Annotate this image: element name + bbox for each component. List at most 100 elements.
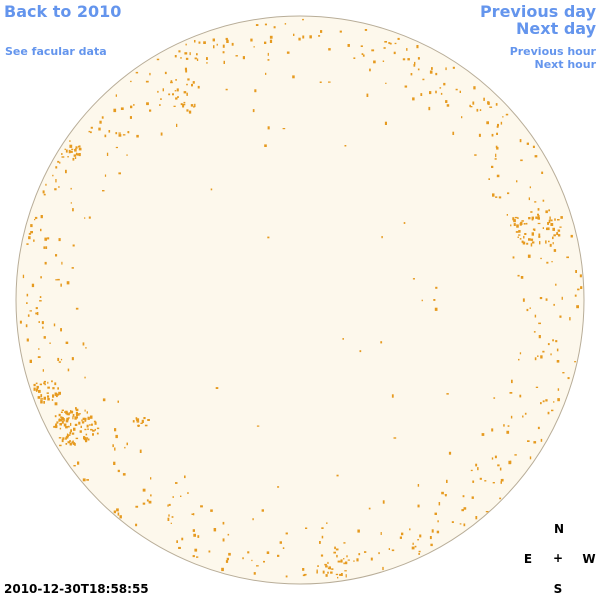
facula-mark — [539, 241, 541, 245]
compass-north: N — [553, 522, 565, 536]
facula-mark — [277, 486, 280, 488]
facula-mark — [66, 433, 69, 437]
facula-mark — [47, 237, 50, 240]
facula-mark — [180, 57, 182, 59]
facula-mark — [40, 276, 42, 279]
previous-hour-link[interactable]: Previous hour — [509, 45, 596, 58]
facula-mark — [452, 66, 455, 69]
facula-mark — [122, 473, 126, 476]
see-facular-data-link[interactable]: See facular data — [5, 45, 107, 58]
facula-mark — [339, 30, 342, 33]
facula-mark — [475, 516, 478, 520]
facula-mark — [545, 210, 548, 214]
facula-mark — [145, 80, 149, 83]
facula-mark — [538, 233, 541, 237]
facula-mark — [67, 441, 71, 444]
facula-mark — [184, 67, 187, 71]
facula-mark — [208, 550, 211, 553]
facula-mark — [526, 242, 529, 245]
facula-mark — [451, 521, 454, 523]
facula-mark — [417, 484, 420, 487]
next-day-link[interactable]: Next day — [516, 19, 596, 38]
facula-mark — [335, 548, 339, 551]
facula-mark — [512, 217, 515, 221]
facula-mark — [70, 150, 73, 153]
facula-mark — [520, 221, 523, 225]
previous-day-link[interactable]: Previous day — [479, 2, 596, 21]
facula-mark — [446, 393, 449, 395]
facula-mark — [378, 552, 380, 555]
facula-mark — [174, 90, 177, 92]
facula-mark — [253, 46, 255, 48]
facula-mark — [164, 71, 167, 75]
facula-mark — [470, 469, 473, 472]
facula-mark — [368, 507, 371, 510]
facula-mark — [265, 72, 267, 75]
facula-mark — [115, 132, 118, 135]
facula-mark — [532, 145, 535, 148]
facula-mark — [171, 516, 174, 518]
facula-mark — [486, 121, 489, 125]
facula-mark — [99, 120, 102, 124]
facula-mark — [66, 417, 69, 421]
facula-mark — [117, 512, 120, 516]
facula-mark — [186, 83, 188, 86]
facula-mark — [345, 561, 348, 565]
facula-mark — [533, 228, 536, 231]
facula-mark — [496, 174, 500, 178]
facula-mark — [545, 240, 547, 244]
facula-mark — [529, 186, 531, 189]
facula-mark — [496, 132, 498, 135]
facula-mark — [530, 211, 533, 213]
facula-mark — [495, 103, 498, 106]
facula-mark — [492, 193, 495, 197]
facula-mark — [69, 431, 72, 435]
facula-mark — [44, 237, 47, 241]
facula-mark — [184, 475, 186, 479]
facula-mark — [27, 314, 30, 317]
facula-mark — [506, 214, 508, 216]
facula-mark — [178, 546, 181, 549]
back-to-year-link[interactable]: Back to 2010 — [4, 2, 122, 21]
facula-mark — [61, 261, 63, 265]
facula-mark — [54, 392, 57, 396]
facula-mark — [101, 116, 104, 119]
facula-mark — [417, 68, 420, 71]
facula-mark — [81, 419, 83, 422]
facula-mark — [555, 340, 558, 343]
facula-mark — [142, 502, 146, 505]
facula-mark — [459, 90, 461, 93]
facula-mark — [530, 238, 534, 241]
facula-mark — [551, 261, 553, 263]
facula-mark — [382, 566, 384, 571]
facula-mark — [370, 557, 373, 561]
facula-mark — [186, 92, 188, 96]
facula-mark — [420, 93, 423, 96]
facula-mark — [150, 477, 152, 480]
facula-mark — [455, 88, 458, 91]
facula-mark — [88, 424, 91, 426]
next-hour-link[interactable]: Next hour — [534, 58, 597, 71]
facula-mark — [550, 223, 554, 226]
facula-mark — [399, 536, 402, 539]
facula-mark — [519, 238, 522, 240]
facula-mark — [41, 321, 44, 325]
facula-mark — [417, 539, 419, 541]
facula-mark — [222, 51, 225, 54]
facula-mark — [552, 227, 555, 231]
facula-mark — [91, 423, 93, 426]
facula-mark — [74, 157, 77, 159]
facula-mark — [194, 548, 198, 552]
facula-mark — [522, 241, 526, 245]
facula-mark — [124, 446, 126, 449]
facula-mark — [45, 183, 47, 186]
facula-mark — [75, 437, 79, 440]
facula-mark — [325, 574, 328, 577]
facula-mark — [441, 491, 444, 495]
facula-mark — [433, 299, 436, 301]
facula-mark — [345, 574, 347, 578]
facula-mark — [35, 382, 38, 385]
facula-mark — [538, 236, 541, 238]
facula-mark — [267, 126, 270, 130]
